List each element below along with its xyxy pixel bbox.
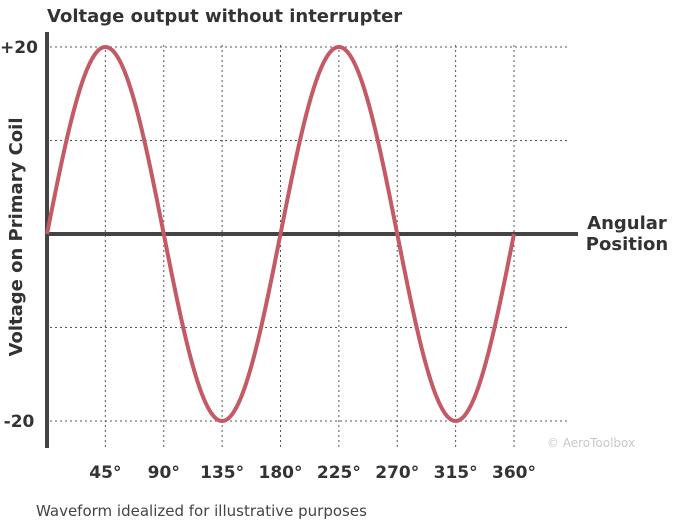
x-axis-label-line2: Position <box>586 234 668 255</box>
labels: 45° 90° 135° 180° 225° 270° 315° 360° +20 -20 <box>0 38 536 483</box>
x-tick-label-7: 360° <box>492 463 536 483</box>
x-tick-label-6: 315° <box>434 463 478 483</box>
x-axis-label-line1: Angular <box>587 213 667 234</box>
waveform-line <box>45 45 516 423</box>
grid <box>50 45 568 448</box>
credit: © AeroToolbox <box>547 436 635 450</box>
x-tick-label-4: 225° <box>317 463 361 483</box>
x-tick-label-0: 45° <box>89 463 121 483</box>
x-tick-label-3: 180° <box>259 463 303 483</box>
x-tick-label-5: 270° <box>375 463 419 483</box>
x-tick-label-1: 90° <box>148 463 180 483</box>
x-tick-label-2: 135° <box>200 463 244 483</box>
footnote: Waveform idealized for illustrative purp… <box>36 502 367 520</box>
y-axis-label: Voltage on Primary Coil <box>6 118 27 357</box>
axes <box>45 32 578 448</box>
series <box>45 45 516 423</box>
y-tick-label-1: -20 <box>4 412 35 432</box>
chart-title: Voltage output without interrupter <box>47 6 402 27</box>
y-tick-label-0: +20 <box>0 38 38 58</box>
